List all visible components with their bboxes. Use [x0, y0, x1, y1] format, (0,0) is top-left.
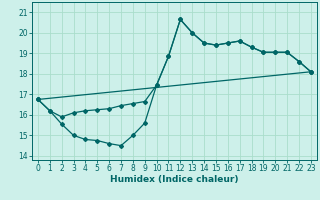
X-axis label: Humidex (Indice chaleur): Humidex (Indice chaleur) — [110, 175, 239, 184]
